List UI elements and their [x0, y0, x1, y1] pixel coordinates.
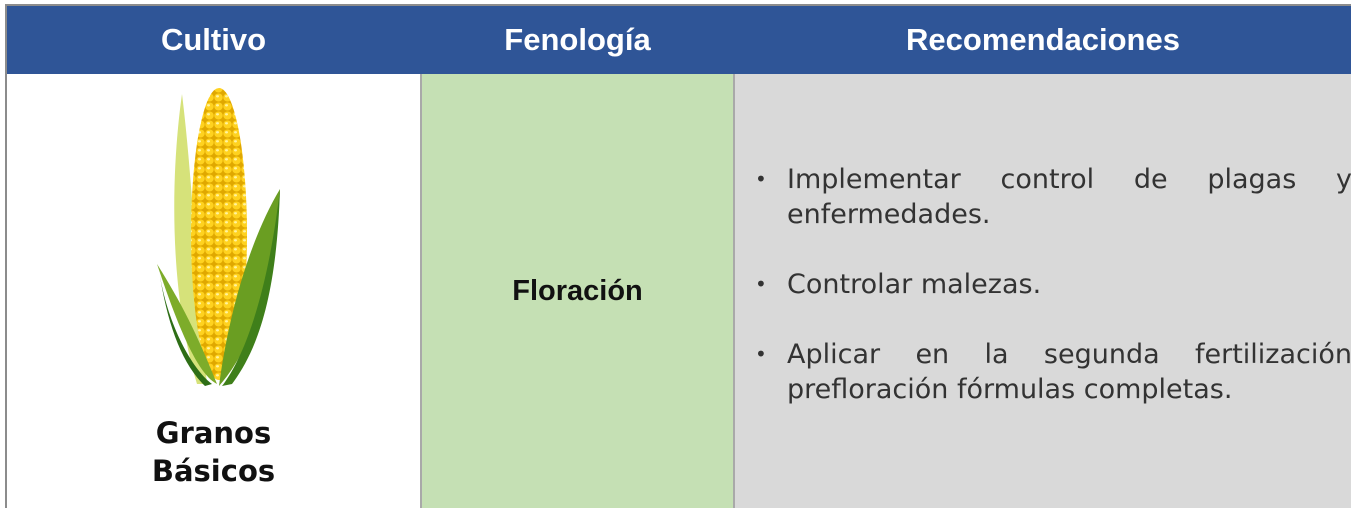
recommendation-list: Implementar control de plagas y enfermed… — [753, 162, 1351, 407]
header-cell: Cultivo — [7, 6, 420, 74]
header-cell: Recomendaciones — [735, 6, 1351, 74]
crop-name: Granos Básicos — [151, 416, 276, 488]
recommendation: Aplicar en la segunda fertilización pref… — [753, 337, 1351, 407]
table: Cultivo Fenología Recomendaciones Granos… — [5, 4, 1351, 508]
phenology-cell: Floración — [420, 74, 735, 508]
recommendations-cell: Implementar control de plagas y enfermed… — [735, 74, 1351, 508]
corn-image — [157, 88, 280, 386]
recommendation: Implementar control de plagas y enfermed… — [753, 162, 1351, 232]
header-cell: Fenología — [420, 6, 735, 74]
recommendation: Controlar malezas. — [753, 267, 1351, 302]
crop-cell: Granos Básicos — [7, 74, 420, 508]
